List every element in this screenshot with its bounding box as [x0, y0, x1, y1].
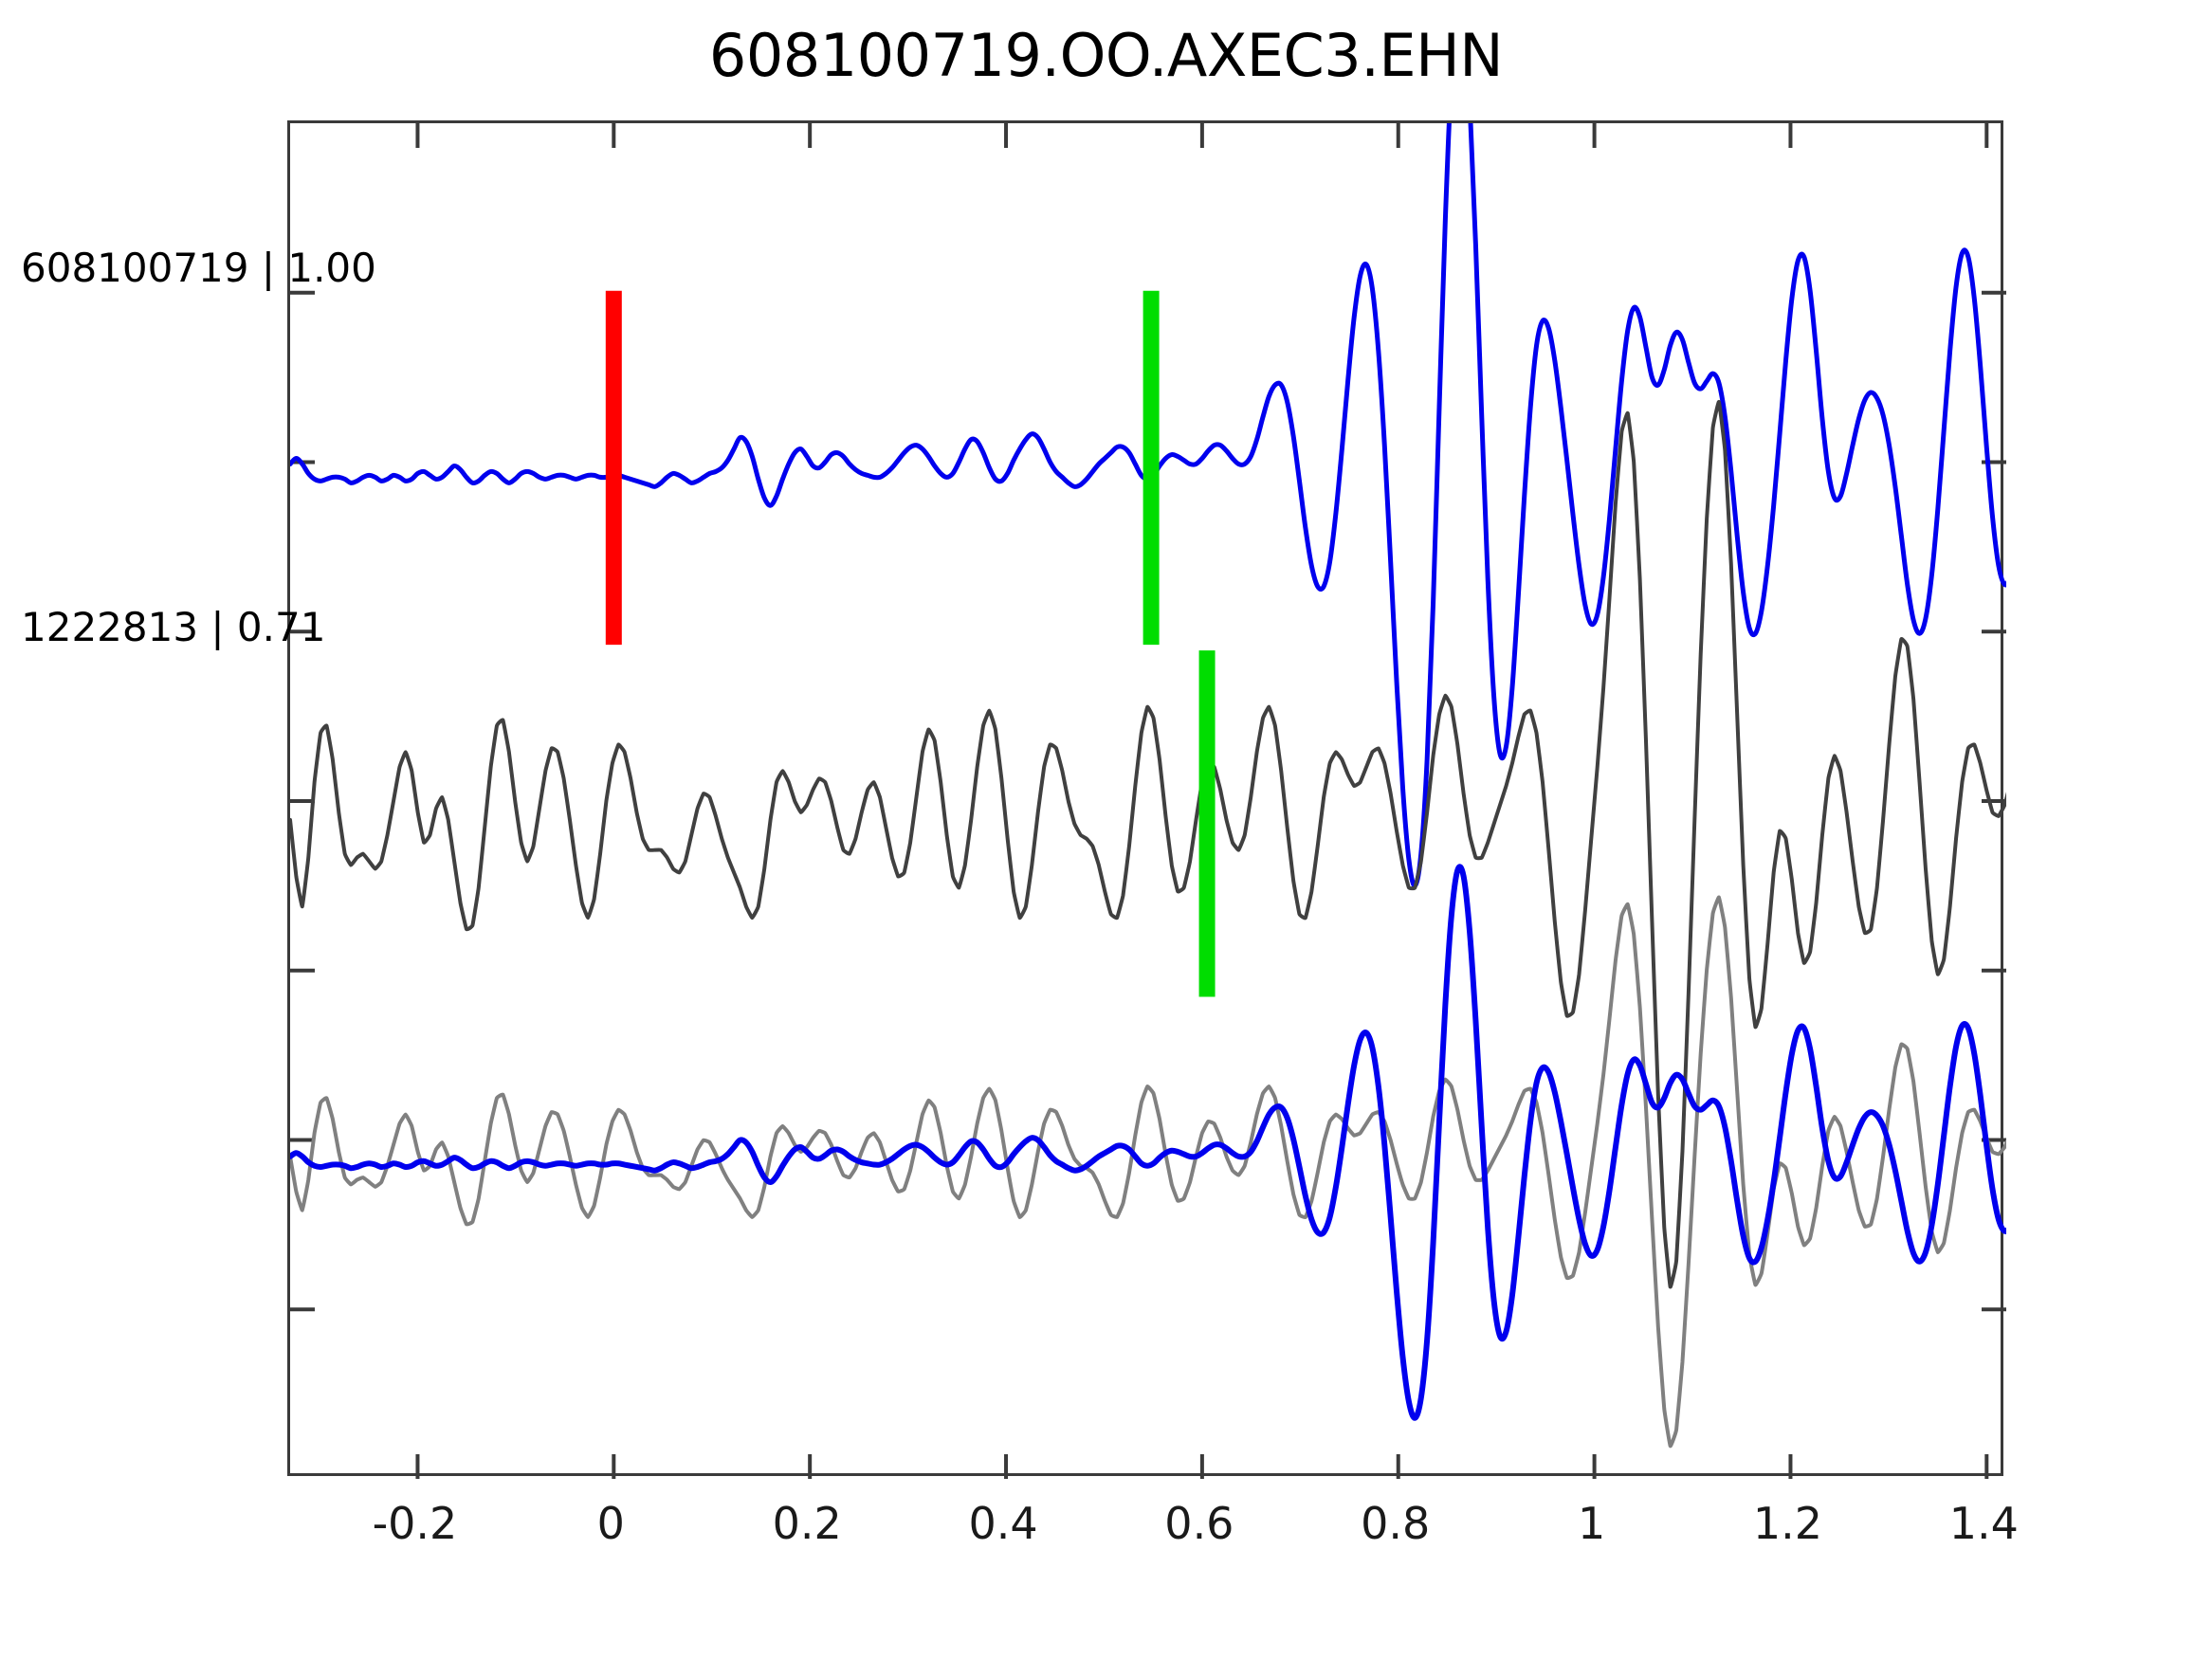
x-tick-label: 1.2	[1752, 1498, 1823, 1549]
x-tick-label: 0.4	[968, 1498, 1038, 1549]
pick-markers	[605, 290, 1216, 997]
x-tick-label: 0.8	[1361, 1498, 1431, 1549]
page-title: 608100719.OO.AXEC3.EHN	[708, 21, 1504, 90]
x-tick-label: 1.4	[1948, 1498, 2019, 1549]
y-axis-ticks	[290, 290, 2006, 1312]
overlay-trace-detection	[290, 895, 2006, 1449]
x-tick-label: 0	[596, 1498, 625, 1549]
overlay-trace-template	[290, 864, 2006, 1421]
trace-label-template: 608100719 | 1.00	[21, 245, 376, 291]
trace-label-detection: 1222813 | 0.71	[21, 604, 326, 650]
waveform-canvas	[290, 123, 2006, 1479]
x-tick-label: 0.2	[772, 1498, 842, 1549]
x-tick-label: -0.2	[372, 1498, 458, 1549]
x-tick-label: 0.6	[1164, 1498, 1234, 1549]
x-tick-label: 1	[1577, 1498, 1606, 1549]
trace-detection	[290, 399, 2006, 1289]
x-axis-ticks	[415, 123, 1989, 1479]
plot-area	[287, 120, 2006, 1479]
